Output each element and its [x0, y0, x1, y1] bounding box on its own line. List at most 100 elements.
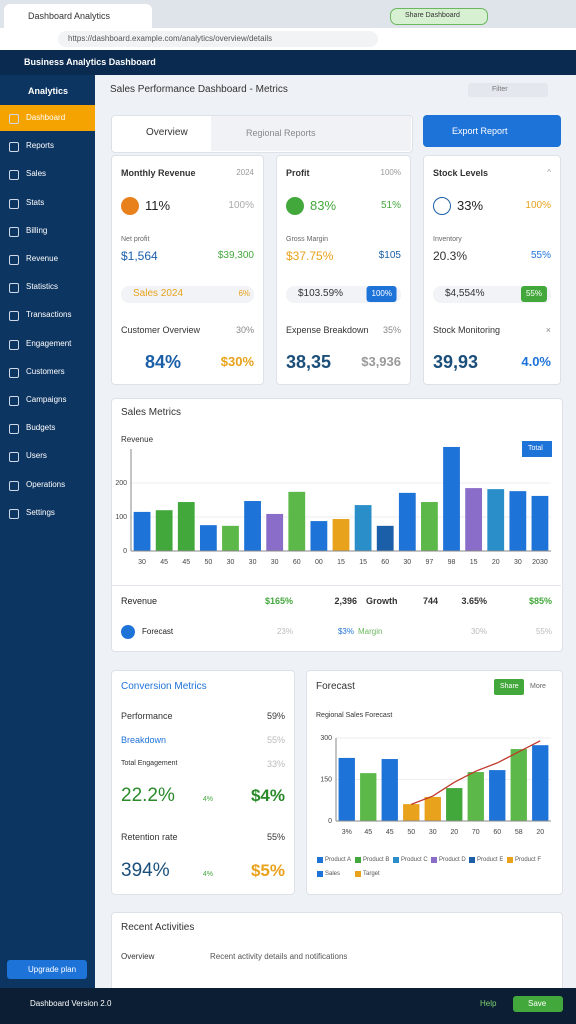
- x-tick-label: 30: [271, 559, 279, 566]
- y-tick-label: 0: [123, 548, 127, 555]
- sidebar-item[interactable]: Dashboard: [26, 113, 66, 122]
- sidebar-item[interactable]: Transactions: [26, 310, 72, 320]
- conv-label: Breakdown: [121, 735, 167, 745]
- sidebar-icon: [9, 480, 19, 491]
- pill-right: 55%: [520, 286, 547, 302]
- legend-entry: Product C: [401, 857, 428, 863]
- metric-right: 100%: [228, 200, 254, 211]
- sidebar-icon: [9, 114, 19, 124]
- summary-cell: Growth: [366, 596, 398, 606]
- app-title: Business Analytics Dashboard: [24, 57, 156, 67]
- sidebar-item[interactable]: Customers: [26, 366, 65, 376]
- save-button[interactable]: [513, 996, 563, 1012]
- bar: [443, 446, 460, 551]
- label: Gross Margin: [286, 236, 329, 243]
- card-header-value: 100%: [380, 168, 401, 177]
- app-header: [0, 50, 576, 75]
- bar: [510, 749, 527, 821]
- filter-text: Filter: [492, 86, 508, 93]
- summary-cell: $85%: [528, 596, 552, 606]
- summary-cell: $165%: [264, 596, 293, 606]
- sidebar-item[interactable]: Statistics: [26, 282, 59, 292]
- conv-value: 59%: [266, 711, 285, 721]
- activity-title: Recent Activities: [121, 922, 195, 933]
- forecast-icon: [121, 625, 135, 639]
- tab-overview[interactable]: Overview: [146, 127, 188, 138]
- more-text[interactable]: More: [530, 683, 546, 690]
- breadcrumb: Sales Performance Dashboard - Metrics: [110, 84, 288, 95]
- footer-help[interactable]: Help: [480, 999, 497, 1008]
- conv-small: 4%: [202, 871, 213, 878]
- bar: [354, 505, 372, 551]
- x-tick-label: 98: [448, 559, 456, 566]
- tab-title: Dashboard Analytics: [28, 11, 111, 21]
- sidebar-item[interactable]: Users: [26, 451, 47, 461]
- legend-entry: Target: [363, 871, 380, 877]
- value-right: $39,300: [217, 250, 254, 261]
- badge-text: Share Dashboard: [405, 12, 460, 19]
- card-header-value: ^: [547, 168, 551, 177]
- filter[interactable]: [468, 83, 548, 97]
- legend-entry: Product F: [515, 857, 542, 863]
- legend-swatch: [469, 857, 475, 863]
- sidebar-item[interactable]: Engagement: [26, 338, 72, 348]
- x-tick-label: 20: [450, 829, 458, 836]
- upgrade-button[interactable]: [7, 960, 87, 979]
- x-tick-label: 20: [536, 829, 544, 836]
- sidebar-item[interactable]: Budgets: [26, 423, 56, 433]
- bar: [398, 492, 416, 551]
- sidebar-item[interactable]: Operations: [26, 479, 66, 489]
- bar: [489, 770, 506, 821]
- big: 84%: [145, 352, 182, 372]
- value-right: 55%: [530, 250, 551, 261]
- bar: [338, 757, 355, 821]
- tab-regional[interactable]: Regional Reports: [246, 128, 316, 138]
- sidebar-item[interactable]: Sales: [26, 169, 47, 179]
- pill-right: 6%: [238, 289, 250, 298]
- sidebar-item[interactable]: Campaigns: [26, 395, 67, 404]
- y-tick-label: 150: [320, 776, 332, 783]
- share-button[interactable]: [494, 679, 524, 695]
- section-right: ×: [545, 325, 551, 335]
- footer-version: Dashboard Version 2.0: [30, 999, 112, 1008]
- export-button[interactable]: [423, 115, 561, 147]
- legend-entry: Product B: [363, 857, 390, 863]
- sidebar-item[interactable]: Revenue: [26, 254, 59, 263]
- sidebar-item[interactable]: Settings: [26, 507, 55, 517]
- sidebar-icon: [9, 255, 19, 265]
- badge[interactable]: [390, 8, 488, 25]
- bar: [177, 502, 195, 551]
- legend-swatch: [355, 871, 361, 877]
- forecast-subtitle: Regional Sales Forecast: [316, 712, 393, 719]
- url-box[interactable]: [58, 31, 378, 47]
- bar: [244, 501, 261, 551]
- sidebar-icon: [9, 452, 19, 463]
- legend-swatch: [355, 857, 361, 863]
- sidebar-icon: [9, 283, 19, 294]
- active-item: [0, 105, 95, 131]
- x-tick-label: 3%: [342, 829, 352, 836]
- sidebar-item[interactable]: Reports: [26, 141, 55, 151]
- x-tick-label: 45: [160, 559, 168, 566]
- section: Stock Monitoring: [433, 325, 501, 335]
- conv-label: Total Engagement: [121, 760, 178, 767]
- sidebar-icon: [9, 311, 19, 322]
- pill: $4,554%: [445, 288, 485, 299]
- sidebar-item[interactable]: Billing: [26, 225, 48, 235]
- menu-title: Analytics: [28, 86, 69, 96]
- metric: 33%: [457, 198, 484, 213]
- bar: [467, 772, 484, 821]
- x-tick-label: 50: [204, 559, 212, 566]
- x-tick-label: 30: [403, 559, 411, 566]
- conversion-title: Conversion Metrics: [121, 681, 207, 692]
- tab-inactive[interactable]: [211, 116, 411, 151]
- card-header-value: 2024: [236, 168, 254, 177]
- chart: 0 100 200 30 45 45 50 30 30 30 60 00 15 15 60 30 97 98 15 2…: [115, 446, 551, 566]
- tab[interactable]: [4, 4, 152, 28]
- retention-value: 55%: [266, 832, 285, 842]
- big-right: $3,936: [361, 354, 401, 369]
- legend-entry: Product D: [439, 857, 466, 863]
- value: $1,564: [121, 249, 158, 263]
- url: https://dashboard.example.com/analytics/…: [68, 34, 273, 43]
- sidebar-item[interactable]: Stats: [26, 197, 45, 207]
